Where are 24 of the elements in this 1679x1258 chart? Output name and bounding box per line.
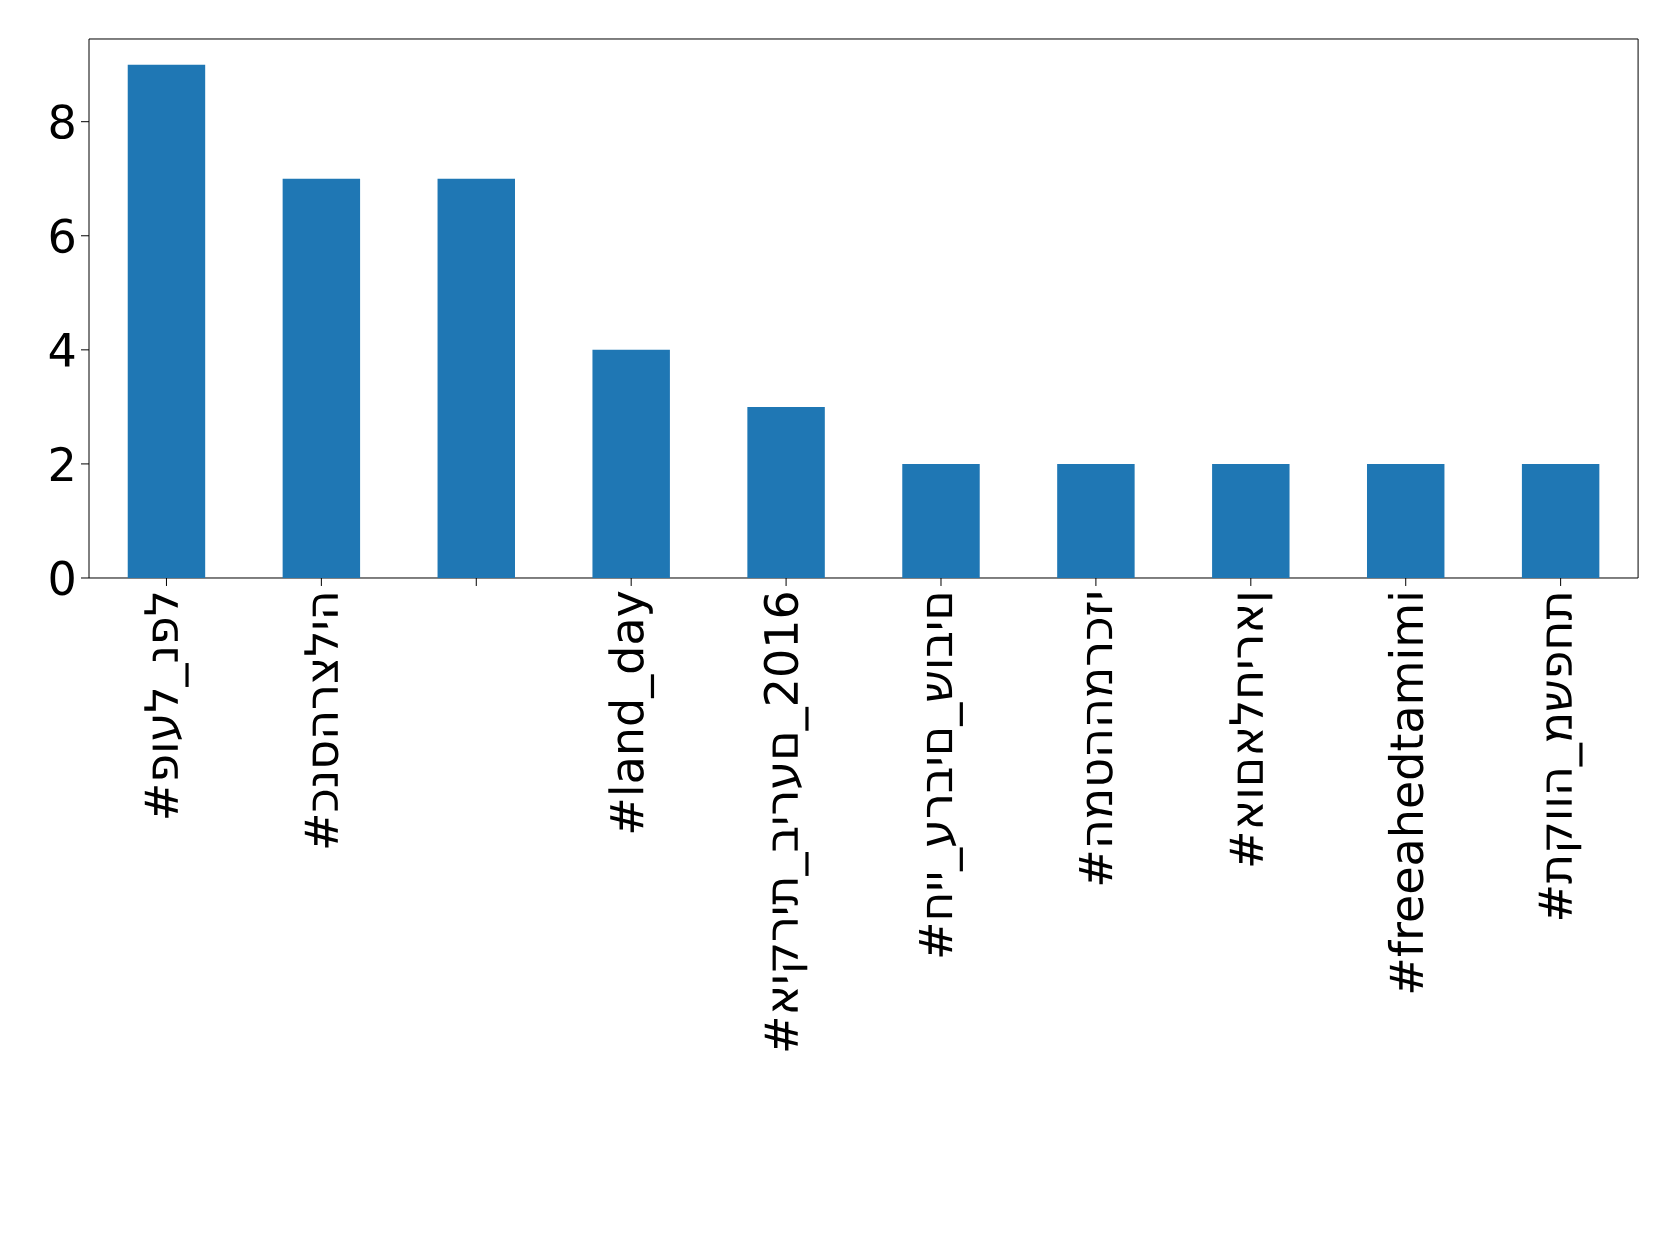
y-tick-label: 8	[50, 104, 74, 140]
bar	[1212, 463, 1290, 578]
bar	[902, 463, 980, 578]
y-tick-label: 4	[49, 333, 75, 367]
x-tick-label: #אוםאלחיראן	[1229, 594, 1273, 866]
bar	[747, 406, 825, 578]
x-tick-label: #איקרית_בירעם_2016	[763, 593, 809, 1051]
x-tick-label: #תקווה_משפחת	[1538, 594, 1583, 920]
bar	[592, 349, 670, 578]
bar	[437, 178, 515, 578]
y-tick-label: 6	[50, 218, 74, 254]
bar	[1521, 463, 1600, 578]
bar	[282, 178, 361, 578]
bar	[1057, 463, 1135, 578]
x-tick-label: #פועל_נפל	[144, 593, 189, 818]
x-tick-label: #freeahedtamimi	[1387, 594, 1424, 993]
bar	[127, 64, 206, 578]
x-tick-label: #חיי_ערבים_שובים	[919, 594, 963, 957]
bar	[1366, 463, 1445, 578]
x-tick-label: #כנסהרצליה	[304, 594, 339, 848]
y-tick-label: 2	[50, 446, 73, 481]
y-tick-label: 0	[50, 560, 74, 596]
x-tick-label: #המטההמרכזי	[1079, 593, 1113, 885]
x-tick-label: #land_day	[608, 591, 655, 833]
